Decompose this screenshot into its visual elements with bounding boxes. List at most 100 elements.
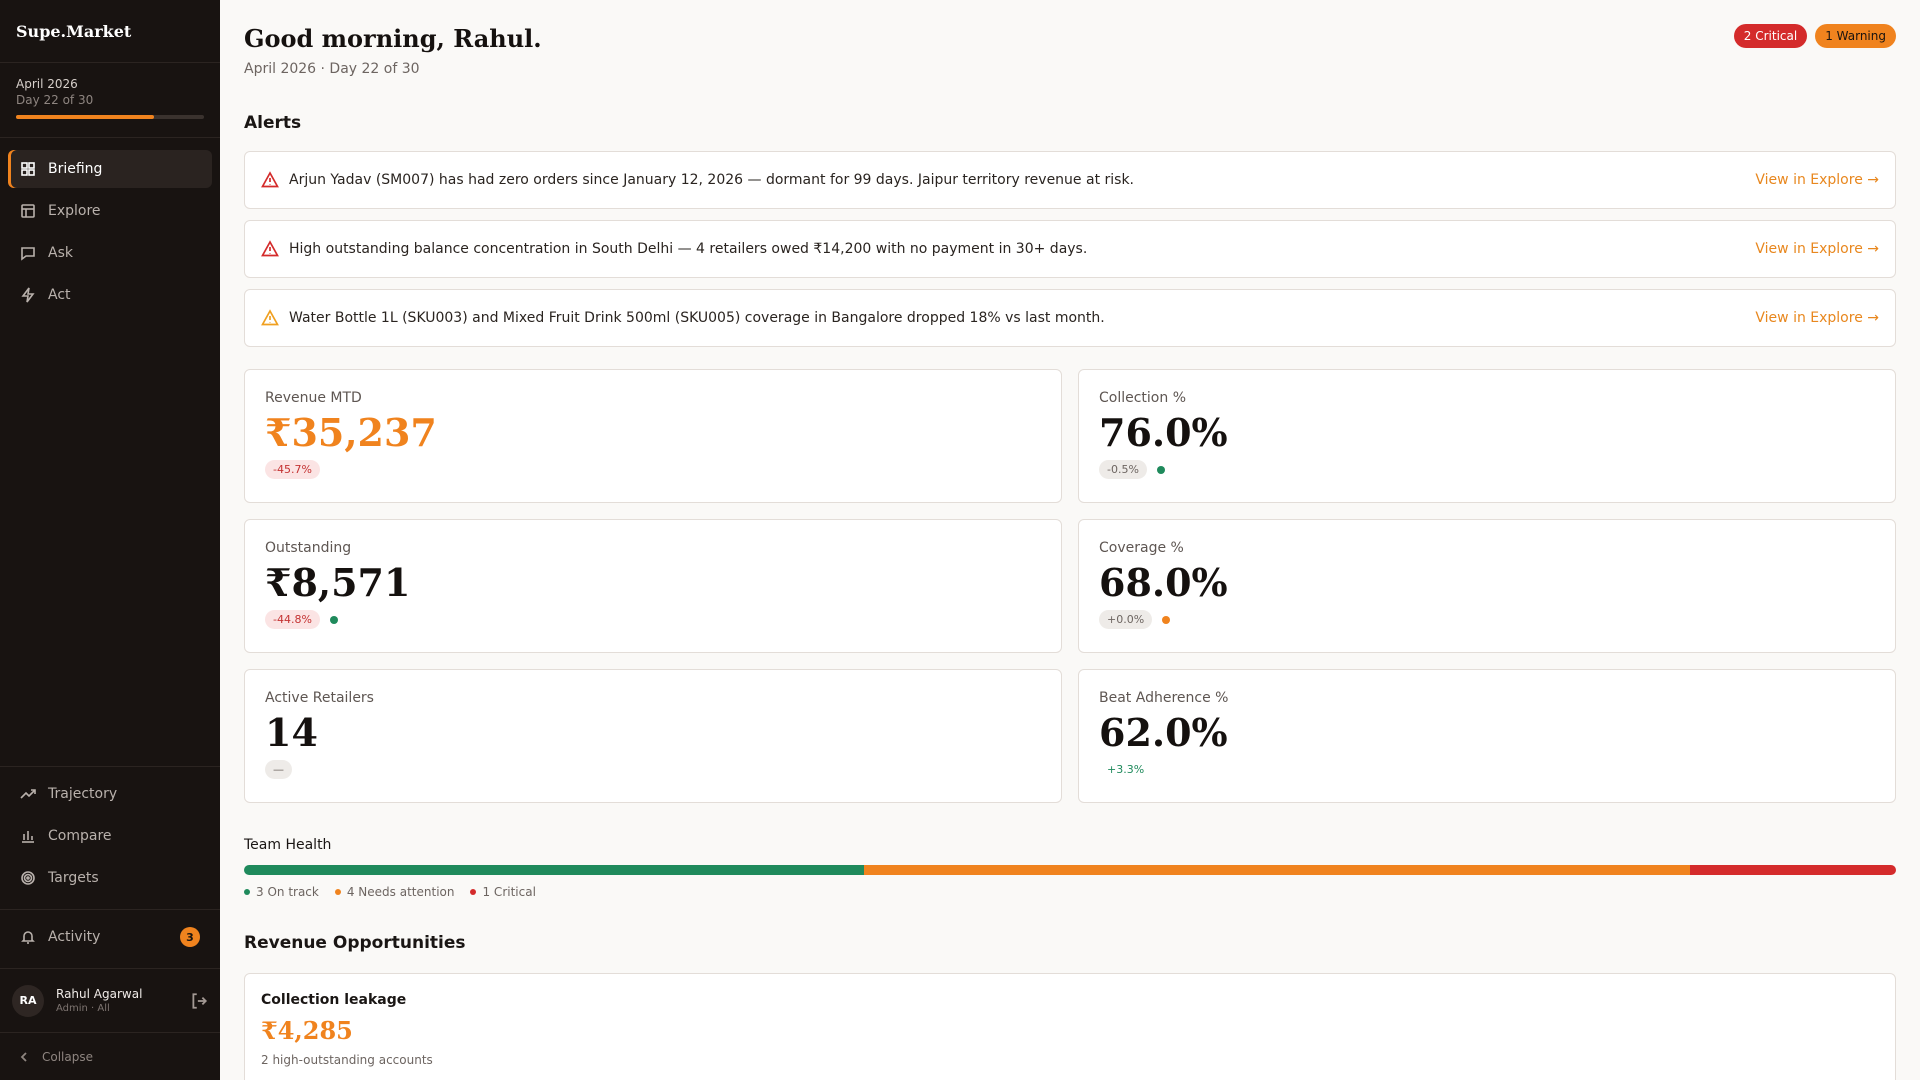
nav-label: Compare <box>48 828 112 844</box>
nav-label: Targets <box>48 870 99 886</box>
collapse-label: Collapse <box>42 1049 93 1064</box>
view-in-explore-link[interactable]: View in Explore → <box>1755 310 1879 326</box>
grid-icon <box>21 162 35 176</box>
table-icon <box>21 204 35 218</box>
main-content: Good morning, Rahul. April 2026 · Day 22… <box>220 0 1920 1080</box>
status-dot-green <box>1156 465 1165 474</box>
nav-item-briefing[interactable]: Briefing <box>8 150 212 188</box>
kpi-label: Beat Adherence % <box>1099 690 1229 706</box>
user-info: Rahul Agarwal Admin · All <box>56 987 190 1014</box>
status-pills: 2 Critical 1 Warning <box>1733 24 1896 48</box>
view-in-explore-link[interactable]: View in Explore → <box>1755 241 1879 257</box>
period-progress-fill <box>16 115 154 119</box>
kpi-card-active-retailers[interactable]: Active Retailers 14 — <box>244 669 1062 803</box>
revenue-opportunities-title: Revenue Opportunities <box>244 933 466 953</box>
legend-critical: 1 Critical <box>470 885 536 899</box>
user-profile[interactable]: RA Rahul Agarwal Admin · All <box>0 968 220 1032</box>
legend-dot <box>244 889 250 895</box>
legend-label: 1 Critical <box>482 885 536 899</box>
kpi-delta: +0.0% <box>1099 610 1153 630</box>
period-day: Day 22 of 30 <box>16 93 94 107</box>
chat-icon <box>21 247 35 261</box>
opportunity-title: Collection leakage <box>261 992 407 1008</box>
period-month: April 2026 <box>16 77 78 91</box>
page-subtitle: April 2026 · Day 22 of 30 <box>244 61 420 77</box>
kpi-delta: -45.7% <box>265 460 320 480</box>
nav-label: Ask <box>48 245 73 261</box>
nav-label: Explore <box>48 203 101 219</box>
kpi-label: Active Retailers <box>265 690 374 706</box>
chevron-left-icon <box>20 1051 27 1062</box>
warning-triangle-icon <box>261 309 279 326</box>
status-dot-orange <box>1162 615 1171 624</box>
kpi-card-outstanding[interactable]: Outstanding ₹8,571 -44.8% <box>244 519 1062 653</box>
secondary-nav: Trajectory Compare Targets <box>0 766 220 909</box>
team-health-critical-segment <box>1689 865 1896 875</box>
kpi-delta: -0.5% <box>1099 460 1147 480</box>
kpi-card-collection[interactable]: Collection % 76.0% -0.5% <box>1078 369 1896 503</box>
lightning-icon <box>21 287 35 303</box>
nav-label: Activity <box>48 929 101 945</box>
nav-item-targets[interactable]: Targets <box>8 859 212 897</box>
team-health-on-track-segment <box>244 865 864 875</box>
legend-on-track: 3 On track <box>244 885 319 899</box>
warning-triangle-icon <box>261 171 279 188</box>
kpi-grid: Revenue MTD ₹35,237 -45.7% Collection % … <box>244 369 1896 803</box>
alert-item: High outstanding balance concentration i… <box>244 220 1896 278</box>
legend-label: 3 On track <box>256 885 319 899</box>
view-in-explore-link[interactable]: View in Explore → <box>1755 172 1879 188</box>
legend-label: 4 Needs attention <box>346 885 455 899</box>
nav-label: Briefing <box>48 161 103 177</box>
critical-badge[interactable]: 2 Critical <box>1733 24 1808 48</box>
nav-item-activity[interactable]: Activity 3 <box>8 918 212 956</box>
main-nav: Briefing Explore Ask Act <box>0 138 220 330</box>
kpi-card-beat-adherence[interactable]: Beat Adherence % 62.0% +3.3% <box>1078 669 1896 803</box>
user-role: Admin · All <box>56 1003 110 1014</box>
period-indicator: April 2026 Day 22 of 30 <box>0 63 220 138</box>
warning-triangle-icon <box>261 240 279 257</box>
nav-label: Trajectory <box>48 786 118 802</box>
target-icon <box>21 871 35 885</box>
kpi-delta: +3.3% <box>1107 763 1145 777</box>
legend-needs-attention: 4 Needs attention <box>334 885 455 899</box>
alerts-title: Alerts <box>244 113 302 133</box>
activity-count-badge: 3 <box>180 927 200 947</box>
kpi-value: 14 <box>265 710 318 755</box>
kpi-value: ₹8,571 <box>265 560 411 605</box>
kpi-label: Collection % <box>1099 390 1187 406</box>
team-health-legend: 3 On track 4 Needs attention 1 Critical <box>244 885 1896 899</box>
legend-dot <box>334 889 341 895</box>
kpi-value: ₹35,237 <box>265 410 437 455</box>
nav-item-trajectory[interactable]: Trajectory <box>8 775 212 813</box>
team-health-bar[interactable] <box>244 865 1896 875</box>
alert-text: Water Bottle 1L (SKU003) and Mixed Fruit… <box>289 310 1105 326</box>
period-progress-bar <box>16 115 204 119</box>
kpi-card-revenue[interactable]: Revenue MTD ₹35,237 -45.7% <box>244 369 1062 503</box>
nav-label: Act <box>48 287 71 303</box>
kpi-label: Outstanding <box>265 540 352 556</box>
nav-item-compare[interactable]: Compare <box>8 817 212 855</box>
avatar: RA <box>12 984 44 1017</box>
activity-section: Activity 3 <box>0 909 220 968</box>
nav-item-ask[interactable]: Ask <box>8 234 212 272</box>
kpi-value: 76.0% <box>1099 410 1228 455</box>
page-header: Good morning, Rahul. April 2026 · Day 22… <box>244 24 1896 77</box>
nav-item-act[interactable]: Act <box>8 276 212 314</box>
status-dot-green <box>329 615 338 624</box>
nav-item-explore[interactable]: Explore <box>8 192 212 230</box>
kpi-value: 62.0% <box>1099 710 1228 755</box>
team-health-title: Team Health <box>244 837 332 853</box>
app-logo[interactable]: Supe.Market <box>0 0 220 63</box>
bell-icon <box>21 931 35 944</box>
kpi-delta: -44.8% <box>265 610 320 630</box>
kpi-delta: — <box>265 760 292 780</box>
legend-dot <box>470 889 477 895</box>
kpi-value: 68.0% <box>1099 560 1228 605</box>
collapse-button[interactable]: Collapse <box>0 1032 220 1080</box>
kpi-label: Coverage % <box>1099 540 1184 556</box>
opportunity-card[interactable]: Collection leakage ₹4,285 2 high-outstan… <box>244 973 1896 1080</box>
kpi-card-coverage[interactable]: Coverage % 68.0% +0.0% <box>1078 519 1896 653</box>
warning-badge[interactable]: 1 Warning <box>1815 24 1896 48</box>
bar-chart-icon <box>22 831 34 843</box>
logout-icon[interactable] <box>190 992 208 1010</box>
